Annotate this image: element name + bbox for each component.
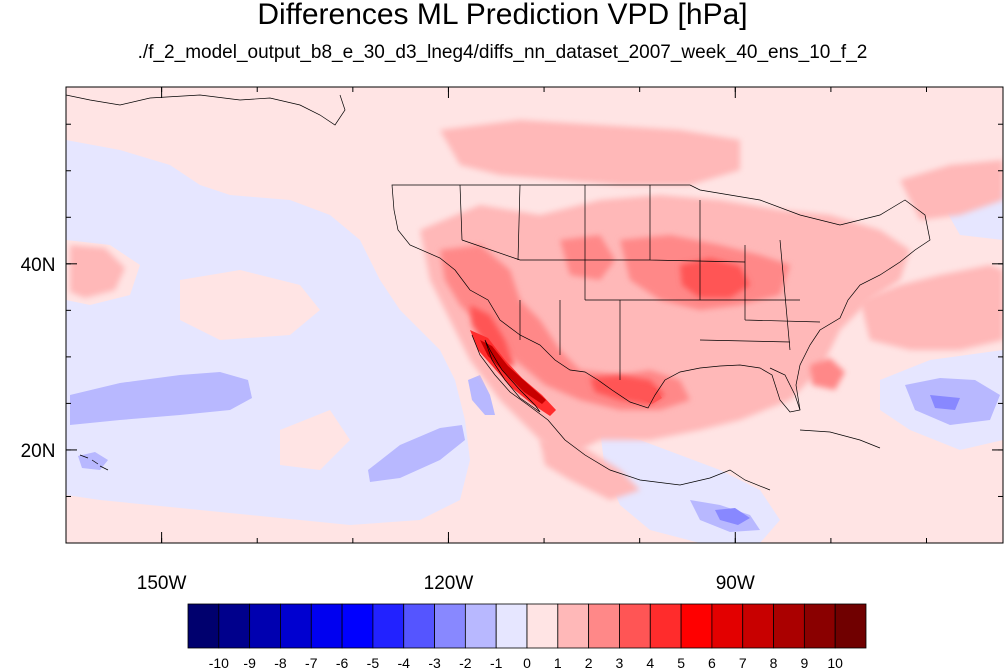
colorbar-box xyxy=(218,603,251,649)
colorbar-label: -8 xyxy=(274,655,287,671)
y-tick-label: 40N xyxy=(21,255,56,276)
colorbar-box xyxy=(680,603,713,649)
x-tick-label: 120W xyxy=(424,573,474,594)
y-tick-label: 20N xyxy=(21,441,56,462)
colorbar-label: -6 xyxy=(336,655,349,671)
colorbar: -10 -9 -8 -7 -6 -5 -4 -3 -2 -1 0 1 2 3 4 5 6 7 8 9 10 xyxy=(187,603,867,671)
colorbar-box xyxy=(495,603,528,649)
colorbar-box xyxy=(711,603,744,649)
hawaii-islands xyxy=(79,454,109,471)
colorbar-label: 3 xyxy=(616,655,624,671)
x-tick-label: 90W xyxy=(716,573,755,594)
colorbar-label: -10 xyxy=(209,655,229,671)
colorbar-label: -4 xyxy=(398,655,411,671)
alaska-coast xyxy=(66,94,346,126)
colorbar-label: -5 xyxy=(367,655,380,671)
colorbar-box xyxy=(649,603,682,649)
mexico-coast xyxy=(471,334,771,491)
colorbar-box xyxy=(742,603,774,649)
region-neg2-baja xyxy=(468,375,495,415)
region-pos6-baja-core xyxy=(480,340,546,404)
colorbar-label: -3 xyxy=(428,655,441,671)
region-neg2-pacific xyxy=(70,372,252,425)
colorbar-box xyxy=(834,603,867,649)
colorbar-label: -7 xyxy=(305,655,318,671)
colorbar-box xyxy=(249,603,281,649)
colorbar-box xyxy=(403,603,435,649)
colorbar-box xyxy=(803,603,836,649)
map-axes: 150W 120W 90W 40N 20N xyxy=(21,87,1003,594)
colorbar-label: -2 xyxy=(459,655,472,671)
region-pos1-atlantic xyxy=(860,265,1003,350)
region-neg3-atlantic xyxy=(930,395,960,410)
region-pos3-southwest xyxy=(470,305,515,368)
geo-boundaries xyxy=(66,94,931,491)
baja-peninsula xyxy=(484,339,541,413)
region-pos1-mexico xyxy=(540,440,640,500)
colorbar-box xyxy=(310,603,343,649)
region-pos1-pacific-nw xyxy=(70,245,125,298)
colorbar-label: 7 xyxy=(739,655,747,671)
colorbar-box xyxy=(187,603,220,649)
colorbar-box xyxy=(341,603,374,649)
chart-subtitle: ./f_2_model_output_b8_e_30_d3_lneg4/diff… xyxy=(137,42,868,63)
region-pos2-atlantic xyxy=(810,358,845,390)
region-pos1-canada xyxy=(440,120,740,185)
plot-frame xyxy=(65,86,1004,544)
colorbar-box xyxy=(526,603,559,649)
colorbar-label: 0 xyxy=(523,655,531,671)
colorbar-box xyxy=(588,603,620,649)
colorbar-box xyxy=(434,603,466,649)
region-pos1-east-canada xyxy=(900,160,1003,220)
data-field xyxy=(66,87,1003,543)
region-pos3-gulfcoast xyxy=(640,385,662,404)
colorbar-label: 9 xyxy=(800,655,808,671)
region-neg3-caribbean xyxy=(715,508,750,525)
region-pos-pacific-3 xyxy=(280,410,350,470)
cuba xyxy=(799,429,881,449)
chart-title: Differences ML Prediction VPD [hPa] xyxy=(257,0,748,31)
region-neg2-pacific-south xyxy=(368,425,465,482)
us-outline xyxy=(391,184,931,413)
region-pos3-midwest xyxy=(680,258,750,298)
colorbar-label: 4 xyxy=(646,655,654,671)
colorbar-box xyxy=(464,603,497,649)
colorbar-box xyxy=(372,603,405,649)
colorbar-label: -9 xyxy=(243,655,256,671)
state-borders xyxy=(459,184,821,380)
region-pos2-west xyxy=(440,245,690,410)
colorbar-label: 10 xyxy=(827,655,843,671)
region-pos-pacific-2 xyxy=(180,270,320,340)
colorbar-label: -1 xyxy=(490,655,503,671)
colorbar-box xyxy=(619,603,651,649)
colorbar-label: 1 xyxy=(554,655,562,671)
colorbar-label: 8 xyxy=(770,655,778,671)
colorbar-label: 5 xyxy=(677,655,685,671)
colorbar-label: 6 xyxy=(708,655,716,671)
region-pos1-conus xyxy=(420,195,910,460)
colorbar-label: 2 xyxy=(585,655,593,671)
colorbar-box xyxy=(773,603,805,649)
florida xyxy=(769,367,801,411)
colorbar-box xyxy=(557,603,590,649)
x-tick-label: 150W xyxy=(137,573,187,594)
region-pos2-plains xyxy=(560,235,615,280)
colorbar-box xyxy=(280,603,312,649)
